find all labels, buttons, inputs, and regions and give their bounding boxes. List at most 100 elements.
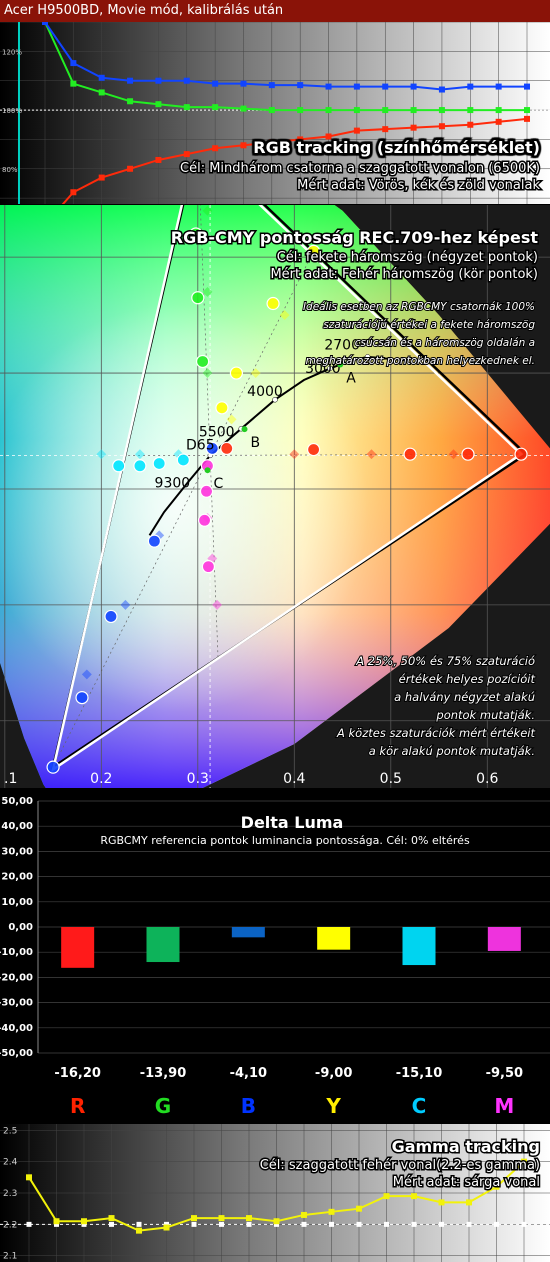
gamma-point xyxy=(356,1205,362,1212)
y-tick-label: 20,00 xyxy=(1,872,33,883)
red-point xyxy=(325,133,332,140)
bar-Y xyxy=(317,927,351,950)
target-point xyxy=(246,1221,252,1227)
y-tick-label: 2.2 xyxy=(3,1220,17,1230)
green-point xyxy=(268,107,275,114)
blue-point xyxy=(467,83,474,90)
blue-point xyxy=(410,83,417,90)
target-point xyxy=(274,1221,279,1227)
category-label: B xyxy=(241,1094,256,1118)
marker-point xyxy=(337,361,344,368)
cyan-target-point xyxy=(134,449,145,460)
magenta-target-point xyxy=(212,599,223,610)
category-label: M xyxy=(494,1094,514,1118)
value-label: -4,10 xyxy=(230,1066,267,1081)
target-point xyxy=(81,1221,87,1227)
green-point xyxy=(467,107,474,114)
gamma-point xyxy=(108,1215,115,1222)
magenta-measured-point xyxy=(199,484,214,498)
gamma-point xyxy=(218,1215,225,1222)
saturation-spoke xyxy=(52,455,211,768)
red-measured-point xyxy=(514,447,528,461)
value-label: -9,50 xyxy=(486,1066,523,1081)
cie-legend-line: pontok mutatják. xyxy=(435,708,535,722)
yellow-target-point xyxy=(226,414,237,425)
target-point xyxy=(109,1221,114,1227)
cct-label: 2700 xyxy=(324,338,360,354)
cct-label: 3000 xyxy=(305,361,341,377)
target-point xyxy=(54,1221,59,1227)
gamma-tracking-chart: 2.5 2.4 2.3 2.2 2.1 Gamma tracking Cél: szag… xyxy=(0,1124,550,1262)
target-point xyxy=(136,1221,142,1227)
cct-label: 9300 xyxy=(155,476,191,492)
green-target-point xyxy=(202,368,213,379)
cyan-measured-point xyxy=(176,453,190,467)
green-point xyxy=(524,107,530,114)
green-measured-point xyxy=(196,354,210,369)
gamma-point xyxy=(246,1215,252,1222)
red-measured-point xyxy=(220,441,234,455)
target-point xyxy=(384,1221,389,1227)
green-measured-point xyxy=(189,227,203,241)
marker-point xyxy=(241,426,248,433)
target-point xyxy=(26,1221,32,1227)
value-label: -15,10 xyxy=(396,1066,443,1081)
y-tick-label: 40,00 xyxy=(1,821,33,832)
target-point xyxy=(411,1221,417,1227)
gamma-note-2: Mért adat: sárga vonal xyxy=(393,1175,540,1190)
rgb-note-1: Cél: Mindhárom csatorna a szaggatott von… xyxy=(180,161,540,176)
target-point xyxy=(219,1221,224,1227)
cie-title: RGB-CMY pontosság REC.709-hez képest xyxy=(171,228,539,247)
green-point xyxy=(183,104,190,111)
cyan-measured-point xyxy=(133,459,147,473)
green-point xyxy=(70,80,77,87)
y-tick-label: 2.5 xyxy=(3,1126,17,1136)
cie-description-line: csúcsán és a háromszög oldalán a xyxy=(355,337,535,349)
green-point xyxy=(240,105,247,112)
red-measured-point xyxy=(306,442,321,457)
x-tick-label: 0.2 xyxy=(90,771,112,787)
gamma-point xyxy=(53,1218,60,1225)
gamma-point xyxy=(383,1193,390,1200)
blue-point xyxy=(155,77,162,84)
category-label: C xyxy=(412,1094,427,1118)
luma-subtitle: RGBCMY referencia pontok luminancia pont… xyxy=(100,834,470,847)
cct-label: 5500 xyxy=(199,425,235,441)
bar-C xyxy=(402,927,436,966)
gamma-title: Gamma tracking xyxy=(392,1137,540,1156)
blue-point xyxy=(524,83,530,90)
green-point xyxy=(155,101,162,108)
cct-label: D65 xyxy=(186,437,215,453)
category-label: G xyxy=(155,1094,171,1118)
green-point xyxy=(212,104,219,111)
red-point xyxy=(70,189,77,196)
y-tick-label: -20,00 xyxy=(0,972,33,983)
blue-measured-point xyxy=(46,760,60,774)
red-point xyxy=(410,124,417,131)
gamma-point xyxy=(273,1218,280,1225)
red-point xyxy=(268,139,275,146)
blue-series-line xyxy=(44,22,527,91)
cct-point xyxy=(272,396,278,403)
value-label: -16,20 xyxy=(54,1066,101,1081)
cie-description-line: szaturációjú értékei a fekete háromszög xyxy=(323,319,535,331)
marker-label: B xyxy=(251,435,261,451)
gamma-point xyxy=(521,1158,527,1165)
y-tick-label: 120% xyxy=(2,48,22,56)
cct-point xyxy=(364,354,371,360)
red-point xyxy=(127,165,134,172)
blue-measured-point xyxy=(205,441,219,455)
y-tick-label: 2.4 xyxy=(3,1158,18,1168)
target-point xyxy=(494,1221,499,1227)
gamma-point xyxy=(191,1215,197,1222)
x-tick-label: 0.5 xyxy=(380,771,402,787)
category-label: Y xyxy=(325,1094,341,1118)
red-point xyxy=(467,121,474,128)
x-tick-label: .1 xyxy=(4,771,17,787)
y-tick-label: 50,00 xyxy=(1,796,33,807)
target-point xyxy=(301,1221,307,1227)
bar-B xyxy=(231,927,265,938)
bar-R xyxy=(61,927,95,968)
red-point xyxy=(240,142,247,149)
